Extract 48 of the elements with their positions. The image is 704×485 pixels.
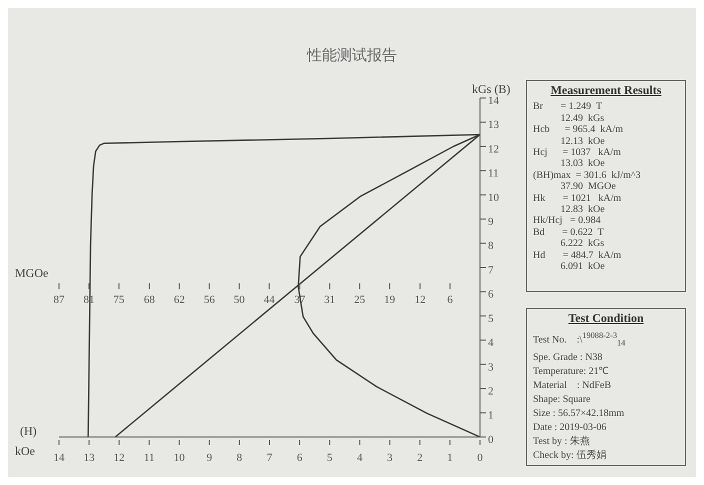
y-tick-label: 3 (488, 361, 494, 374)
x-tick-label: 11 (144, 452, 155, 464)
y-tick-label: 9 (488, 216, 494, 228)
x2-tick-label: 68 (144, 294, 156, 306)
x2-tick-label: 12 (414, 294, 426, 306)
x2-tick-label: 6 (447, 294, 454, 306)
y-tick-label: 6 (488, 288, 494, 301)
x-tick-label: 5 (326, 452, 333, 464)
x2-tick-label: 75 (113, 294, 125, 306)
x-tick-label: 13 (84, 452, 96, 464)
x2-tick-label: 87 (54, 294, 65, 306)
x-tick-label: 10 (174, 452, 186, 464)
y-tick-label: 2 (488, 385, 494, 398)
y-tick-label: 8 (488, 240, 494, 252)
x2-axis-title: MGOe (15, 266, 48, 281)
y-tick-label: 1 (488, 410, 494, 422)
y-tick-label: 7 (488, 264, 494, 276)
x-tick-label: 12 (114, 452, 125, 464)
x-tick-label: 1 (447, 452, 453, 464)
y-tick-label: 14 (488, 94, 500, 107)
x2-tick-label: 62 (174, 294, 185, 306)
y-tick-label: 12 (488, 143, 499, 156)
x2-tick-label: 44 (264, 294, 276, 306)
y-tick-label: 4 (488, 337, 494, 350)
y-axis-title: kGs (B) (472, 82, 510, 96)
x-tick-label: 6 (296, 452, 303, 464)
y-tick-label: 13 (488, 119, 500, 132)
x-tick-label: 8 (236, 452, 243, 464)
x-tick-label: 4 (356, 452, 363, 464)
y-tick-label: 10 (488, 192, 500, 204)
text: (H) (20, 424, 37, 439)
x-tick-label: 14 (54, 452, 65, 464)
y-tick-label: 11 (488, 168, 499, 180)
y-tick-label: 0 (488, 434, 494, 446)
x2-tick-label: 31 (324, 294, 336, 306)
y-tick-label: 5 (488, 312, 494, 325)
x-axis-title: kOe (15, 444, 35, 459)
x-tick-label: 7 (266, 452, 273, 464)
x2-tick-label: 25 (354, 294, 366, 306)
x-tick-label: 2 (417, 452, 423, 464)
x2-tick-label: 50 (234, 294, 246, 306)
x2-tick-label: 19 (384, 294, 396, 306)
x-tick-label: 3 (387, 452, 394, 464)
chart-title: 性能测试报告 (306, 46, 398, 65)
x2-tick-label: 56 (204, 294, 216, 306)
x-tick-label: 9 (206, 452, 213, 464)
x-tick-label: 0 (477, 452, 484, 464)
text: Measurement Results Br = 1.249 T 12.49 kGs Hcb = 965.4 kA/m 12.13 kOe Hcj = 1037 kA/m 13.03 kOe (BH)max = 301.6 kJ/m^3 37.90 MGOe Hk = 1021 kA/m 12.83 kOe Hk/Hcj = 0.984 Bd = 0.622 T 6.222 kGs Hd = 484.7 kA/m 6.091 kOe (533, 83, 662, 272)
